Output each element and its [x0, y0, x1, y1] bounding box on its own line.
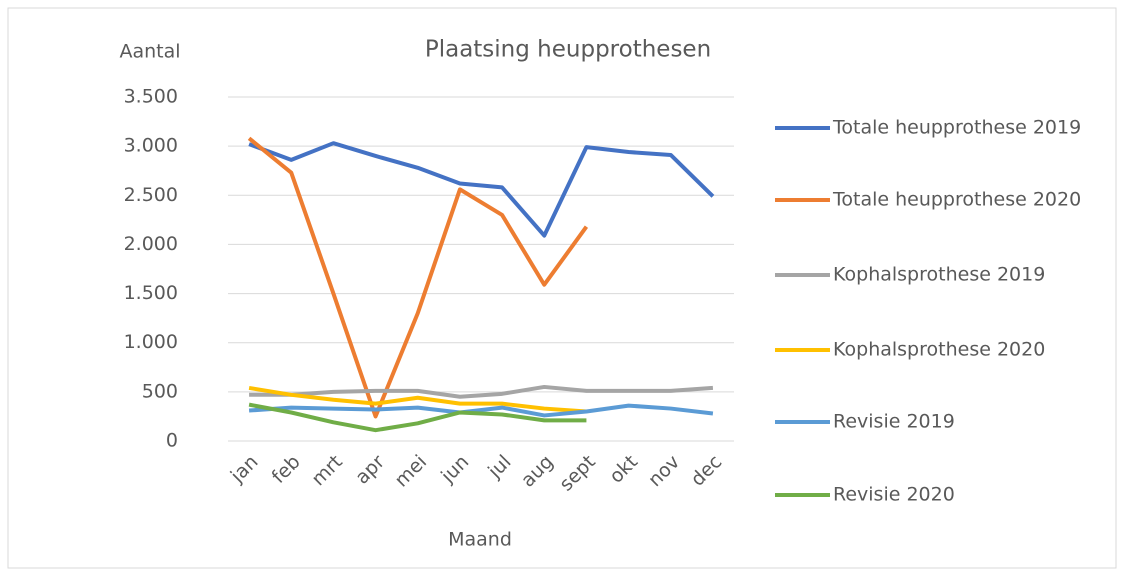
y-tick-label: 500 [142, 380, 178, 402]
y-tick-label: 3.000 [124, 135, 178, 157]
series-line [249, 384, 714, 399]
series-line [247, 136, 589, 419]
series-line [248, 141, 715, 238]
legend-label: Totale heupprothese 2020 [832, 189, 1081, 211]
y-tick-label: 2.000 [124, 233, 178, 255]
chart-border [7, 7, 1117, 569]
y-axis-label: Aantal [119, 41, 180, 63]
chart-title: Plaatsing heupprothesen [425, 37, 711, 63]
y-tick-label: 0 [166, 430, 178, 452]
y-tick-label: 1.000 [124, 331, 178, 353]
series-line [248, 403, 714, 418]
y-tick-label: 2.500 [124, 184, 178, 206]
series-line [248, 402, 587, 433]
y-tick-label: 3.500 [124, 86, 178, 108]
x-axis-label: Maand [448, 529, 512, 551]
legend-label: Revisie 2020 [833, 484, 955, 506]
legend-label: Revisie 2019 [833, 411, 955, 433]
legend-label: Totale heupprothese 2019 [832, 117, 1081, 139]
legend-label: Kophalsprothese 2019 [833, 264, 1045, 286]
series-line [248, 385, 587, 414]
y-tick-label: 1.500 [124, 282, 178, 304]
legend-label: Kophalsprothese 2020 [833, 339, 1045, 361]
